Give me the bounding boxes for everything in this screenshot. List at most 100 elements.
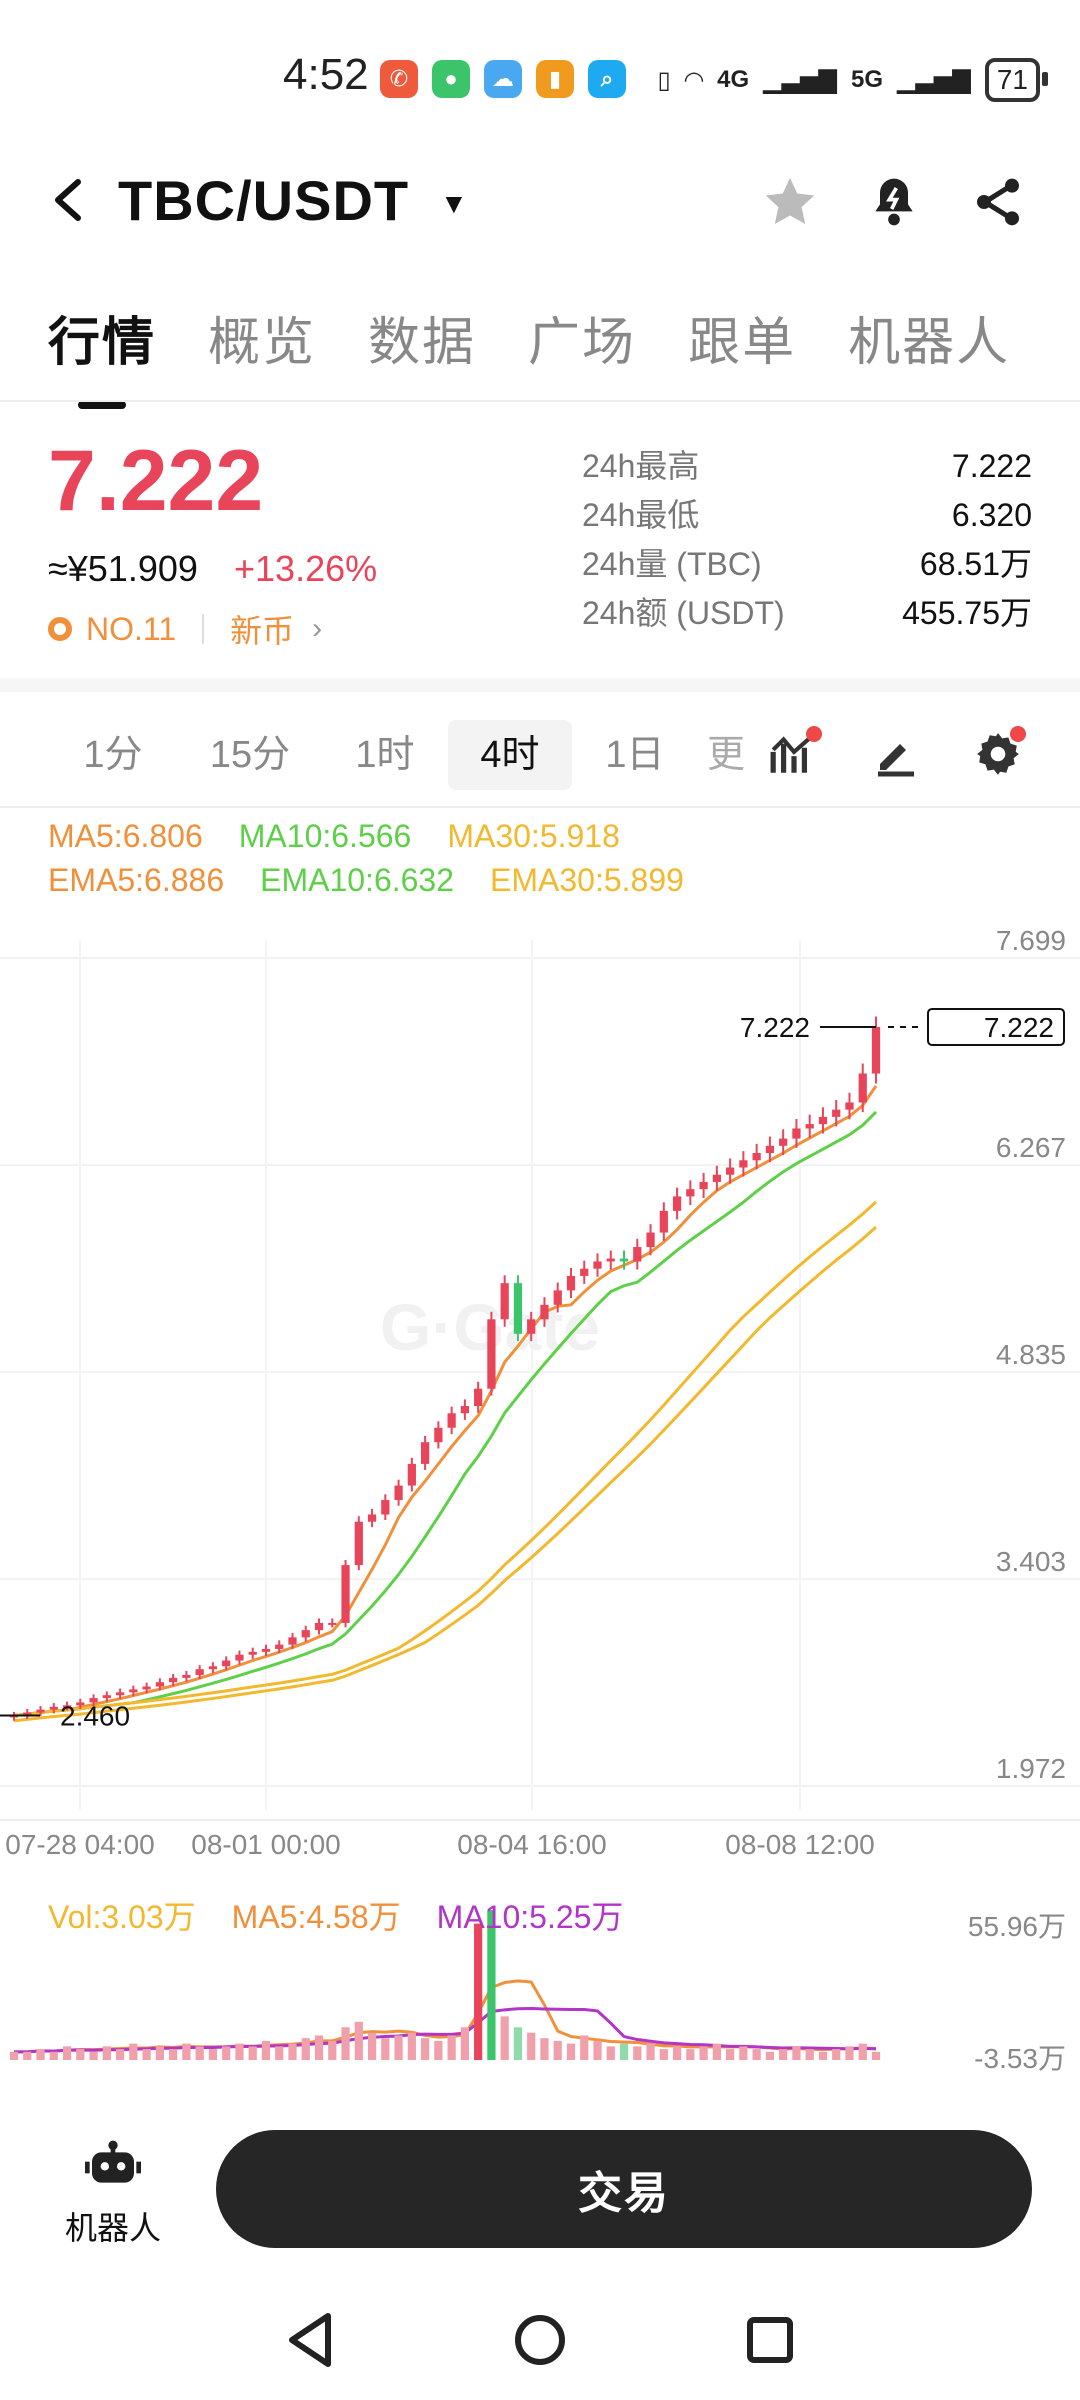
candle-body: [447, 1413, 456, 1428]
draw-tool-button[interactable]: [866, 724, 926, 784]
ema5-label: EMA5:6.886: [48, 862, 225, 898]
tab-robot[interactable]: 机器人: [848, 314, 1011, 372]
candle-body: [633, 1247, 642, 1262]
price-alert-button[interactable]: [862, 170, 926, 234]
system-nav-bar: [0, 2280, 1080, 2400]
circle-home-icon: [515, 2315, 565, 2365]
candle-body: [381, 1500, 390, 1515]
volume-bar: [513, 2027, 523, 2060]
y-tick-label: 4.835: [996, 1339, 1066, 1370]
volume-bar: [301, 2038, 310, 2060]
price-change: +13.26%: [234, 548, 378, 589]
volume-bar: [540, 2038, 549, 2060]
volume-bar: [805, 2049, 814, 2060]
ma-legend: MA5:6.806 MA10:6.566 MA30:5.918: [48, 818, 656, 855]
robot-label: 机器人: [64, 2210, 161, 2246]
nav-back-button[interactable]: [270, 2300, 350, 2380]
candle-body: [712, 1174, 721, 1182]
back-arrow-icon: [55, 179, 81, 221]
volume-bar: [89, 2051, 98, 2060]
volume-bar: [500, 2016, 509, 2060]
nav-recents-button[interactable]: [730, 2300, 810, 2380]
divider: [0, 400, 1080, 402]
volume-bar: [261, 2040, 271, 2060]
tf-1d[interactable]: 1日: [605, 734, 665, 776]
candle-body: [858, 1073, 867, 1103]
bell-icon: [875, 178, 913, 226]
message-icon: ●: [432, 60, 470, 98]
tf-more[interactable]: 更: [706, 734, 745, 776]
stats-24h: 24h最高 7.222 24h最低 6.320 24h量 (TBC) 68.51万 2…: [582, 442, 1032, 638]
volume-bar: [341, 2027, 350, 2060]
new-coin-tag[interactable]: 新币: [230, 613, 295, 649]
share-button[interactable]: [966, 170, 1030, 234]
chart-settings-button[interactable]: [968, 724, 1028, 784]
pair-title[interactable]: TBC/USDT: [118, 169, 410, 232]
tf-1h[interactable]: 1时: [355, 734, 415, 776]
volume-bar: [580, 2035, 589, 2060]
stat-label: 24h最低: [582, 497, 700, 533]
candle-body: [500, 1283, 509, 1320]
volume-bar: [487, 1910, 496, 2060]
stat-label: 24h额 (USDT): [582, 595, 785, 631]
last-price-label: 7.222: [740, 1012, 810, 1043]
candle-body: [248, 1651, 257, 1655]
candle-body: [367, 1514, 377, 1522]
tab-overview[interactable]: 概览: [208, 314, 317, 372]
min-price-label: 2.460: [60, 1700, 130, 1731]
tf-4h[interactable]: 4时: [448, 720, 572, 790]
favorite-button[interactable]: [758, 170, 822, 234]
candle-body: [646, 1232, 655, 1248]
tab-data[interactable]: 数据: [368, 314, 477, 372]
candle-body: [726, 1167, 735, 1175]
ma30-line: [13, 1200, 878, 1717]
y-tick-label: 3.403: [996, 1546, 1066, 1577]
share-icon: [977, 178, 1019, 226]
battery-icon: 71: [984, 58, 1049, 102]
stat-row: 24h量 (TBC) 68.51万: [582, 540, 1032, 589]
nav-home-button[interactable]: [500, 2300, 580, 2380]
volume-bar: [248, 2046, 257, 2060]
tab-copy-trade[interactable]: 跟单: [688, 314, 797, 372]
tab-square[interactable]: 广场: [528, 314, 637, 372]
signal-icon-2: ▁▃▅▇: [897, 66, 971, 94]
candle-body: [328, 1622, 337, 1625]
candle-body: [739, 1160, 748, 1168]
volume-tick-label: 55.96万: [968, 1911, 1066, 1942]
candle-body: [288, 1637, 297, 1645]
price-cny: ≈¥51.909: [48, 548, 198, 589]
back-button[interactable]: [48, 170, 98, 230]
volume-bar: [102, 2046, 111, 2060]
tf-15m[interactable]: 15分: [209, 734, 291, 776]
rank-label: NO.11: [86, 610, 177, 647]
volume-bar: [619, 2043, 629, 2060]
candle-body: [129, 1689, 138, 1693]
volume-bar: [169, 2049, 178, 2060]
chevron-right-icon[interactable]: ›: [312, 612, 323, 645]
trade-button[interactable]: 交易: [216, 2130, 1032, 2248]
tf-1m[interactable]: 1分: [83, 734, 143, 776]
pair-dropdown-icon[interactable]: ▼: [440, 188, 468, 219]
tab-market[interactable]: 行情: [48, 300, 156, 409]
candles: [9, 1016, 881, 2060]
volume-bar: [832, 2049, 841, 2060]
volume-bar: [606, 2046, 615, 2060]
stat-label: 24h量 (TBC): [582, 546, 762, 582]
section-tabs: 行情 概览 数据 广场 跟单 机器人: [48, 300, 1011, 409]
indicators-button[interactable]: [764, 724, 824, 784]
volume-bar: [460, 2027, 470, 2060]
price-tag-box: [927, 1007, 1065, 1046]
missed-call-icon: ✆: [380, 60, 418, 98]
candle-body: [553, 1290, 562, 1305]
volume-bar: [699, 2046, 708, 2060]
volume-bar: [275, 2046, 284, 2060]
stat-value: 6.320: [951, 497, 1032, 533]
ma10-line: [13, 1110, 878, 1717]
candle-body: [659, 1210, 668, 1233]
volume-bar: [752, 2049, 761, 2060]
robot-button[interactable]: 机器人: [58, 2138, 168, 2249]
volume-bar: [779, 2049, 788, 2060]
volume-bar: [367, 2032, 377, 2060]
ma30-label: MA30:5.918: [447, 818, 620, 854]
